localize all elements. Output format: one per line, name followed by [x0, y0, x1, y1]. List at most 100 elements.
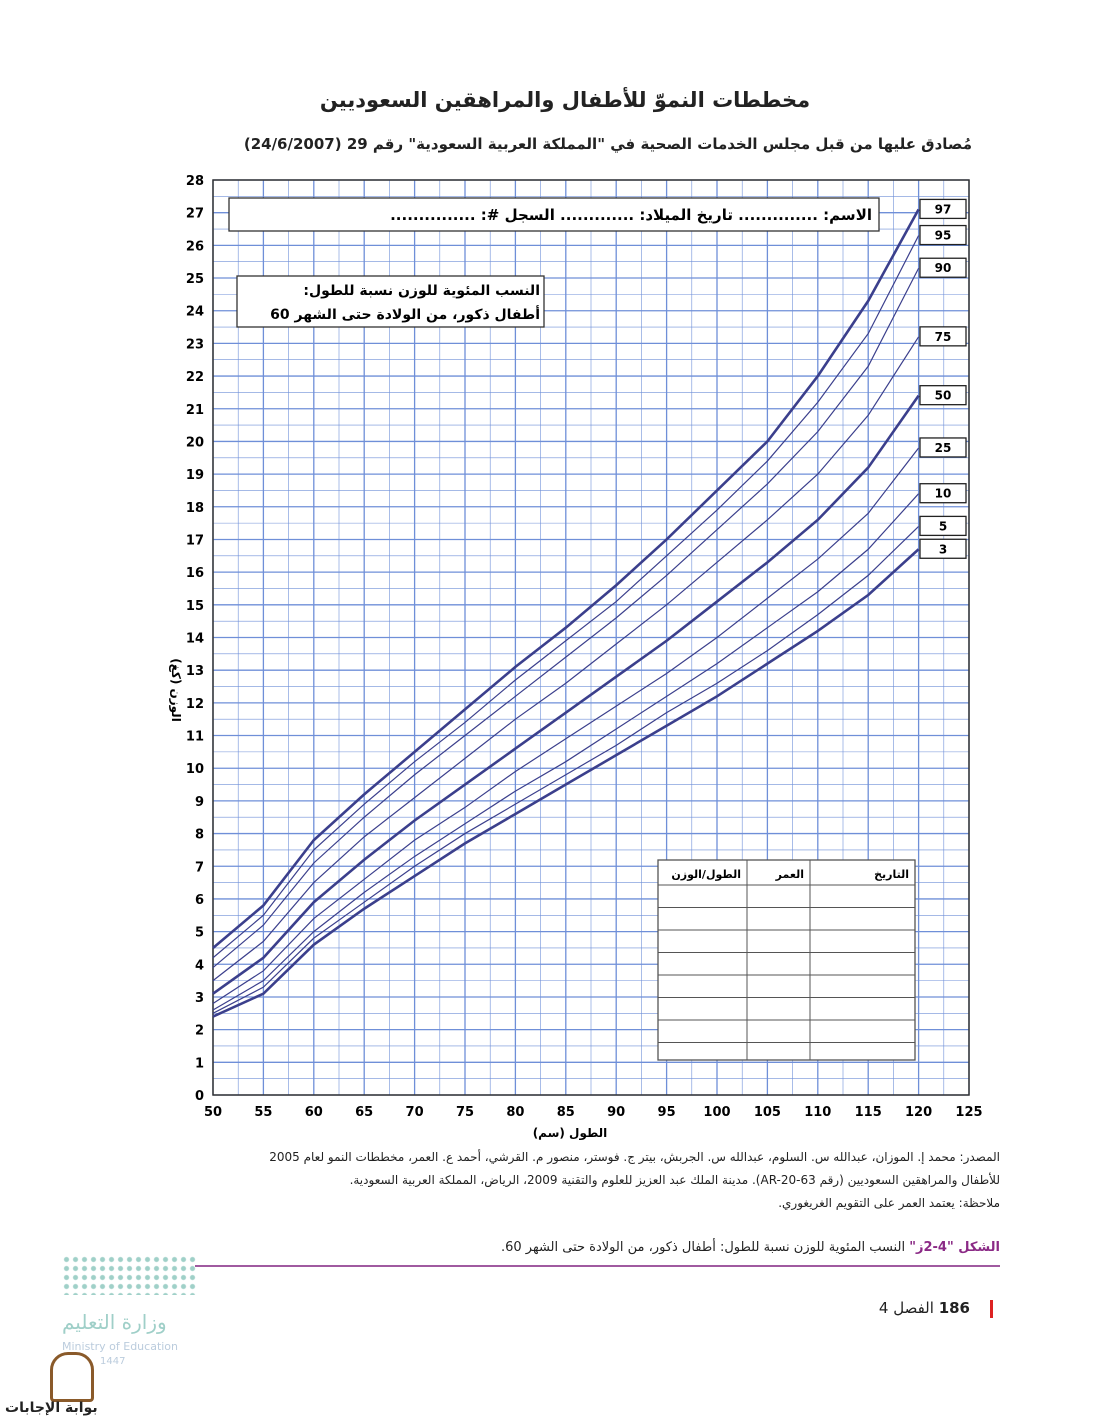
y-tick-label: 3: [195, 991, 204, 1006]
series-label: 75: [935, 330, 952, 344]
y-tick-label: 13: [186, 664, 204, 679]
title: مخططات النموّ للأطفال والمراهقين السعودي…: [319, 88, 811, 112]
table-header: الطول/الوزن: [671, 868, 741, 881]
x-tick-label: 125: [955, 1105, 982, 1120]
note-box: [236, 275, 545, 328]
table-header: التاريخ: [874, 868, 909, 881]
percentile-line: [212, 447, 920, 1005]
x-tick-label: 70: [406, 1105, 424, 1120]
percentile-line: [212, 394, 920, 995]
y-tick-label: 24: [186, 305, 204, 320]
rule: [195, 1265, 1000, 1267]
chart-note: أطفال ذكور، من الولادة حتى الشهر 60: [270, 305, 540, 323]
name-box-text: الاسم: .............. تاريخ الميلاد: ...…: [390, 206, 872, 224]
figure-label: الشكل "4-2ز": [909, 1240, 1000, 1255]
logo-year: 1447: [100, 1356, 126, 1367]
percentile-line: [212, 493, 920, 1011]
x-tick-label: 100: [703, 1105, 730, 1120]
y-tick-label: 6: [195, 893, 204, 908]
chart-note: النسب المئوية للوزن نسبة للطول:: [303, 283, 540, 299]
y-tick-label: 22: [186, 370, 204, 385]
percentile-line: [212, 235, 920, 959]
table-header: العمر: [775, 868, 804, 881]
y-axis-label: الوزن (كغ): [168, 658, 183, 722]
y-tick-label: 1: [195, 1056, 204, 1071]
x-tick-label: 75: [456, 1105, 474, 1120]
chapter: الفصل 4: [878, 1299, 934, 1317]
y-tick-label: 28: [186, 174, 204, 189]
x-axis-label: الطول (سم): [533, 1126, 608, 1141]
x-tick-label: 105: [754, 1105, 781, 1120]
y-tick-label: 4: [195, 958, 204, 973]
series-label: 25: [935, 441, 952, 455]
label-box: [919, 483, 967, 504]
series-label: 50: [935, 389, 952, 403]
y-tick-label: 0: [195, 1089, 204, 1104]
series-label: 90: [935, 261, 952, 275]
logo-dots: [62, 1255, 197, 1295]
percentile-line: [212, 525, 920, 1014]
series-label: 5: [939, 519, 947, 533]
label-box: [919, 538, 967, 559]
x-tick-label: 115: [855, 1105, 882, 1120]
percentile-line: [212, 208, 920, 949]
x-tick-label: 65: [355, 1105, 373, 1120]
caption-text: النسب المئوية للوزن نسبة للطول: أطفال ذك…: [500, 1240, 906, 1255]
x-tick-label: 120: [905, 1105, 932, 1120]
chart: 50 55 60 65 70 75 80 85 90 95 100 105 110 115 120 12501…: [168, 174, 983, 1141]
y-tick-label: 23: [186, 337, 204, 352]
y-tick-label: 11: [186, 730, 204, 745]
label-box: [919, 385, 967, 406]
percentile-line: [212, 267, 920, 969]
subtitle: مُصادق عليها من قبل مجلس الخدمات الصحية …: [243, 135, 972, 153]
series-label: 97: [935, 202, 952, 216]
x-tick-label: 55: [254, 1105, 272, 1120]
page-bar: [990, 1300, 993, 1318]
y-tick-label: 27: [186, 207, 204, 222]
logo-ar: وزارة التعليم: [62, 1310, 167, 1334]
series-label: 3: [939, 542, 947, 556]
logo-en: Ministry of Education: [62, 1340, 179, 1353]
figure-caption: الشكل "4-2ز" النسب المئوية للوزن نسبة لل…: [501, 1240, 1000, 1255]
x-tick-label: 90: [607, 1105, 625, 1120]
x-tick-label: 95: [658, 1105, 676, 1120]
y-tick-label: 18: [186, 501, 204, 516]
percentile-line: [212, 336, 920, 982]
y-tick-label: 26: [186, 239, 204, 254]
x-tick-label: 85: [557, 1105, 575, 1120]
y-tick-label: 17: [186, 533, 204, 548]
y-tick-label: 21: [186, 403, 204, 418]
percentile-line: [212, 548, 920, 1018]
y-tick-label: 12: [186, 697, 204, 712]
label-box: [919, 437, 967, 458]
y-tick-label: 20: [186, 435, 204, 450]
series-label: 10: [935, 487, 952, 501]
y-tick-label: 2: [195, 1024, 204, 1039]
x-tick-label: 60: [305, 1105, 323, 1120]
y-tick-label: 16: [186, 566, 204, 581]
label-box: [919, 224, 967, 246]
y-tick-label: 19: [186, 468, 204, 483]
source-line: المصدر: محمد إ. الموزان، عبدالله س. السل…: [269, 1150, 1000, 1164]
label-box: [919, 198, 967, 220]
y-tick-label: 15: [186, 599, 204, 614]
y-tick-label: 5: [195, 926, 204, 941]
y-tick-label: 7: [195, 860, 204, 875]
watermark: بوابة الإجابات: [5, 1400, 98, 1416]
y-tick-label: 14: [186, 632, 204, 647]
label-box: [919, 326, 967, 347]
source-line: للأطفال والمراهقين السعوديين (رقم AR-20-…: [349, 1173, 1000, 1187]
x-tick-label: 50: [204, 1105, 222, 1120]
note: ملاحظة: يعتمد العمر على التقويم الغريغور…: [778, 1196, 1000, 1210]
plot-frame: [212, 179, 970, 1096]
y-tick-label: 25: [186, 272, 204, 287]
label-box: [919, 257, 967, 278]
x-tick-label: 80: [506, 1105, 524, 1120]
label-box: [919, 515, 967, 537]
name-box: [228, 197, 880, 232]
y-tick-label: 10: [186, 762, 204, 777]
record-table: [657, 859, 916, 1061]
watermark-icon: [50, 1352, 94, 1402]
page-footer: 186 الفصل 4: [879, 1299, 970, 1317]
